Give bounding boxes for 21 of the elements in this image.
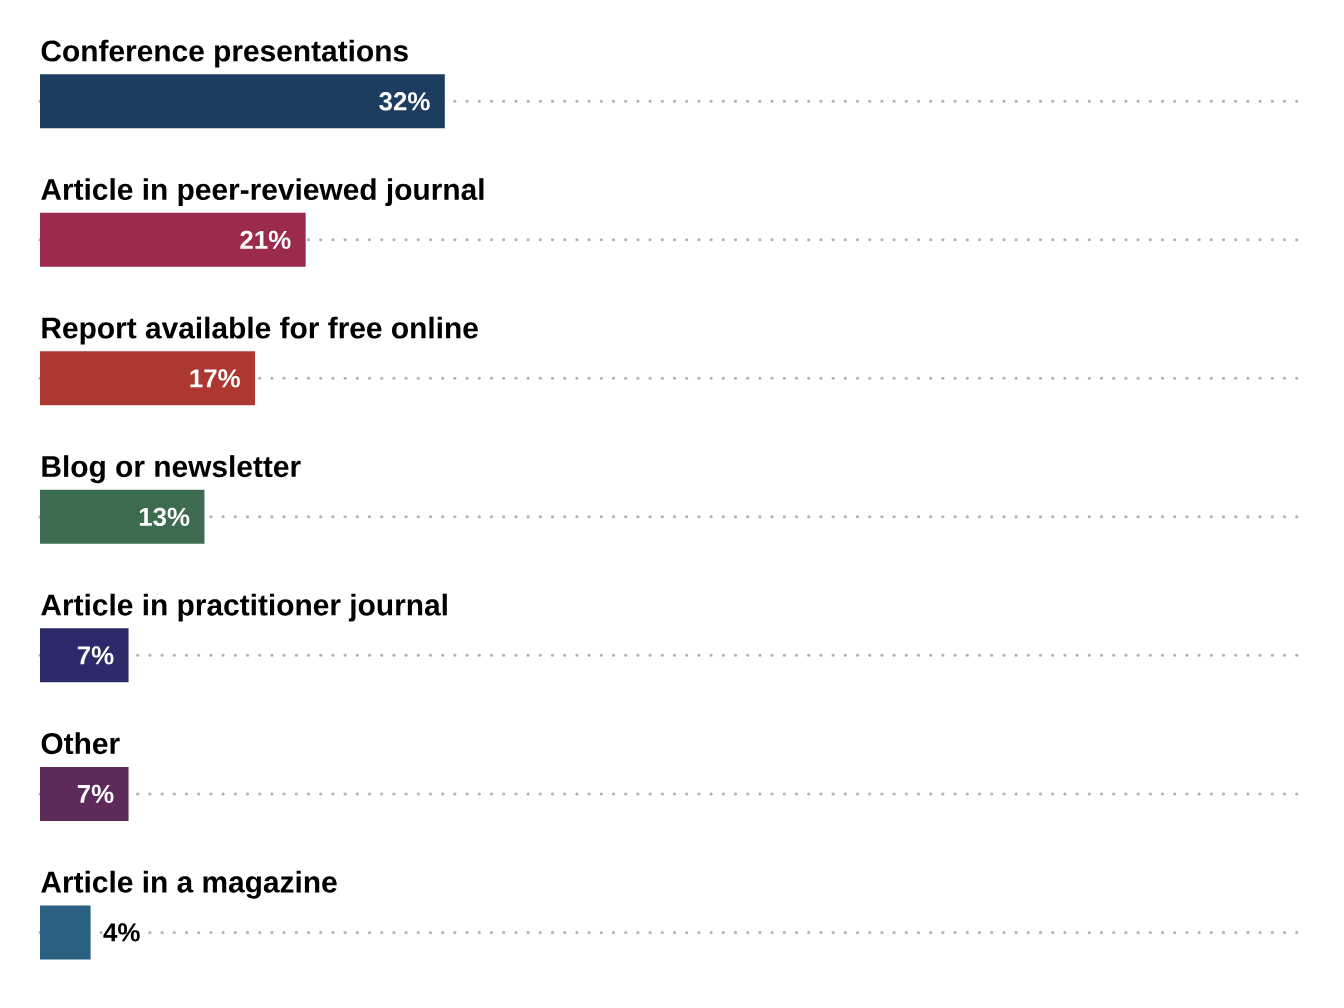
y-tick-label: Blog or newsletter — [42, 455, 301, 484]
data-label: 13% — [139, 507, 190, 527]
data-label: 7% — [77, 646, 114, 665]
bar — [40, 212, 306, 267]
data-label: 4% — [103, 923, 140, 942]
bar — [40, 489, 205, 544]
data-label: 21% — [240, 230, 291, 249]
data-label: 32% — [379, 92, 430, 111]
y-tick-label: Article in practitioner journal — [41, 593, 447, 622]
data-label: 17% — [190, 369, 240, 388]
y-tick-label: Other — [41, 732, 120, 755]
bar — [40, 905, 91, 960]
bar — [40, 74, 445, 129]
y-tick-label: Report available for free online — [42, 316, 478, 345]
bar — [40, 351, 256, 406]
y-tick-label: Article in a magazine — [41, 870, 337, 899]
bar — [40, 628, 129, 683]
bar — [40, 766, 129, 821]
y-tick-label: Article in peer-reviewed journal — [41, 178, 484, 207]
data-label: 7% — [77, 784, 114, 803]
y-tick-label: Conference presentations — [41, 39, 408, 68]
